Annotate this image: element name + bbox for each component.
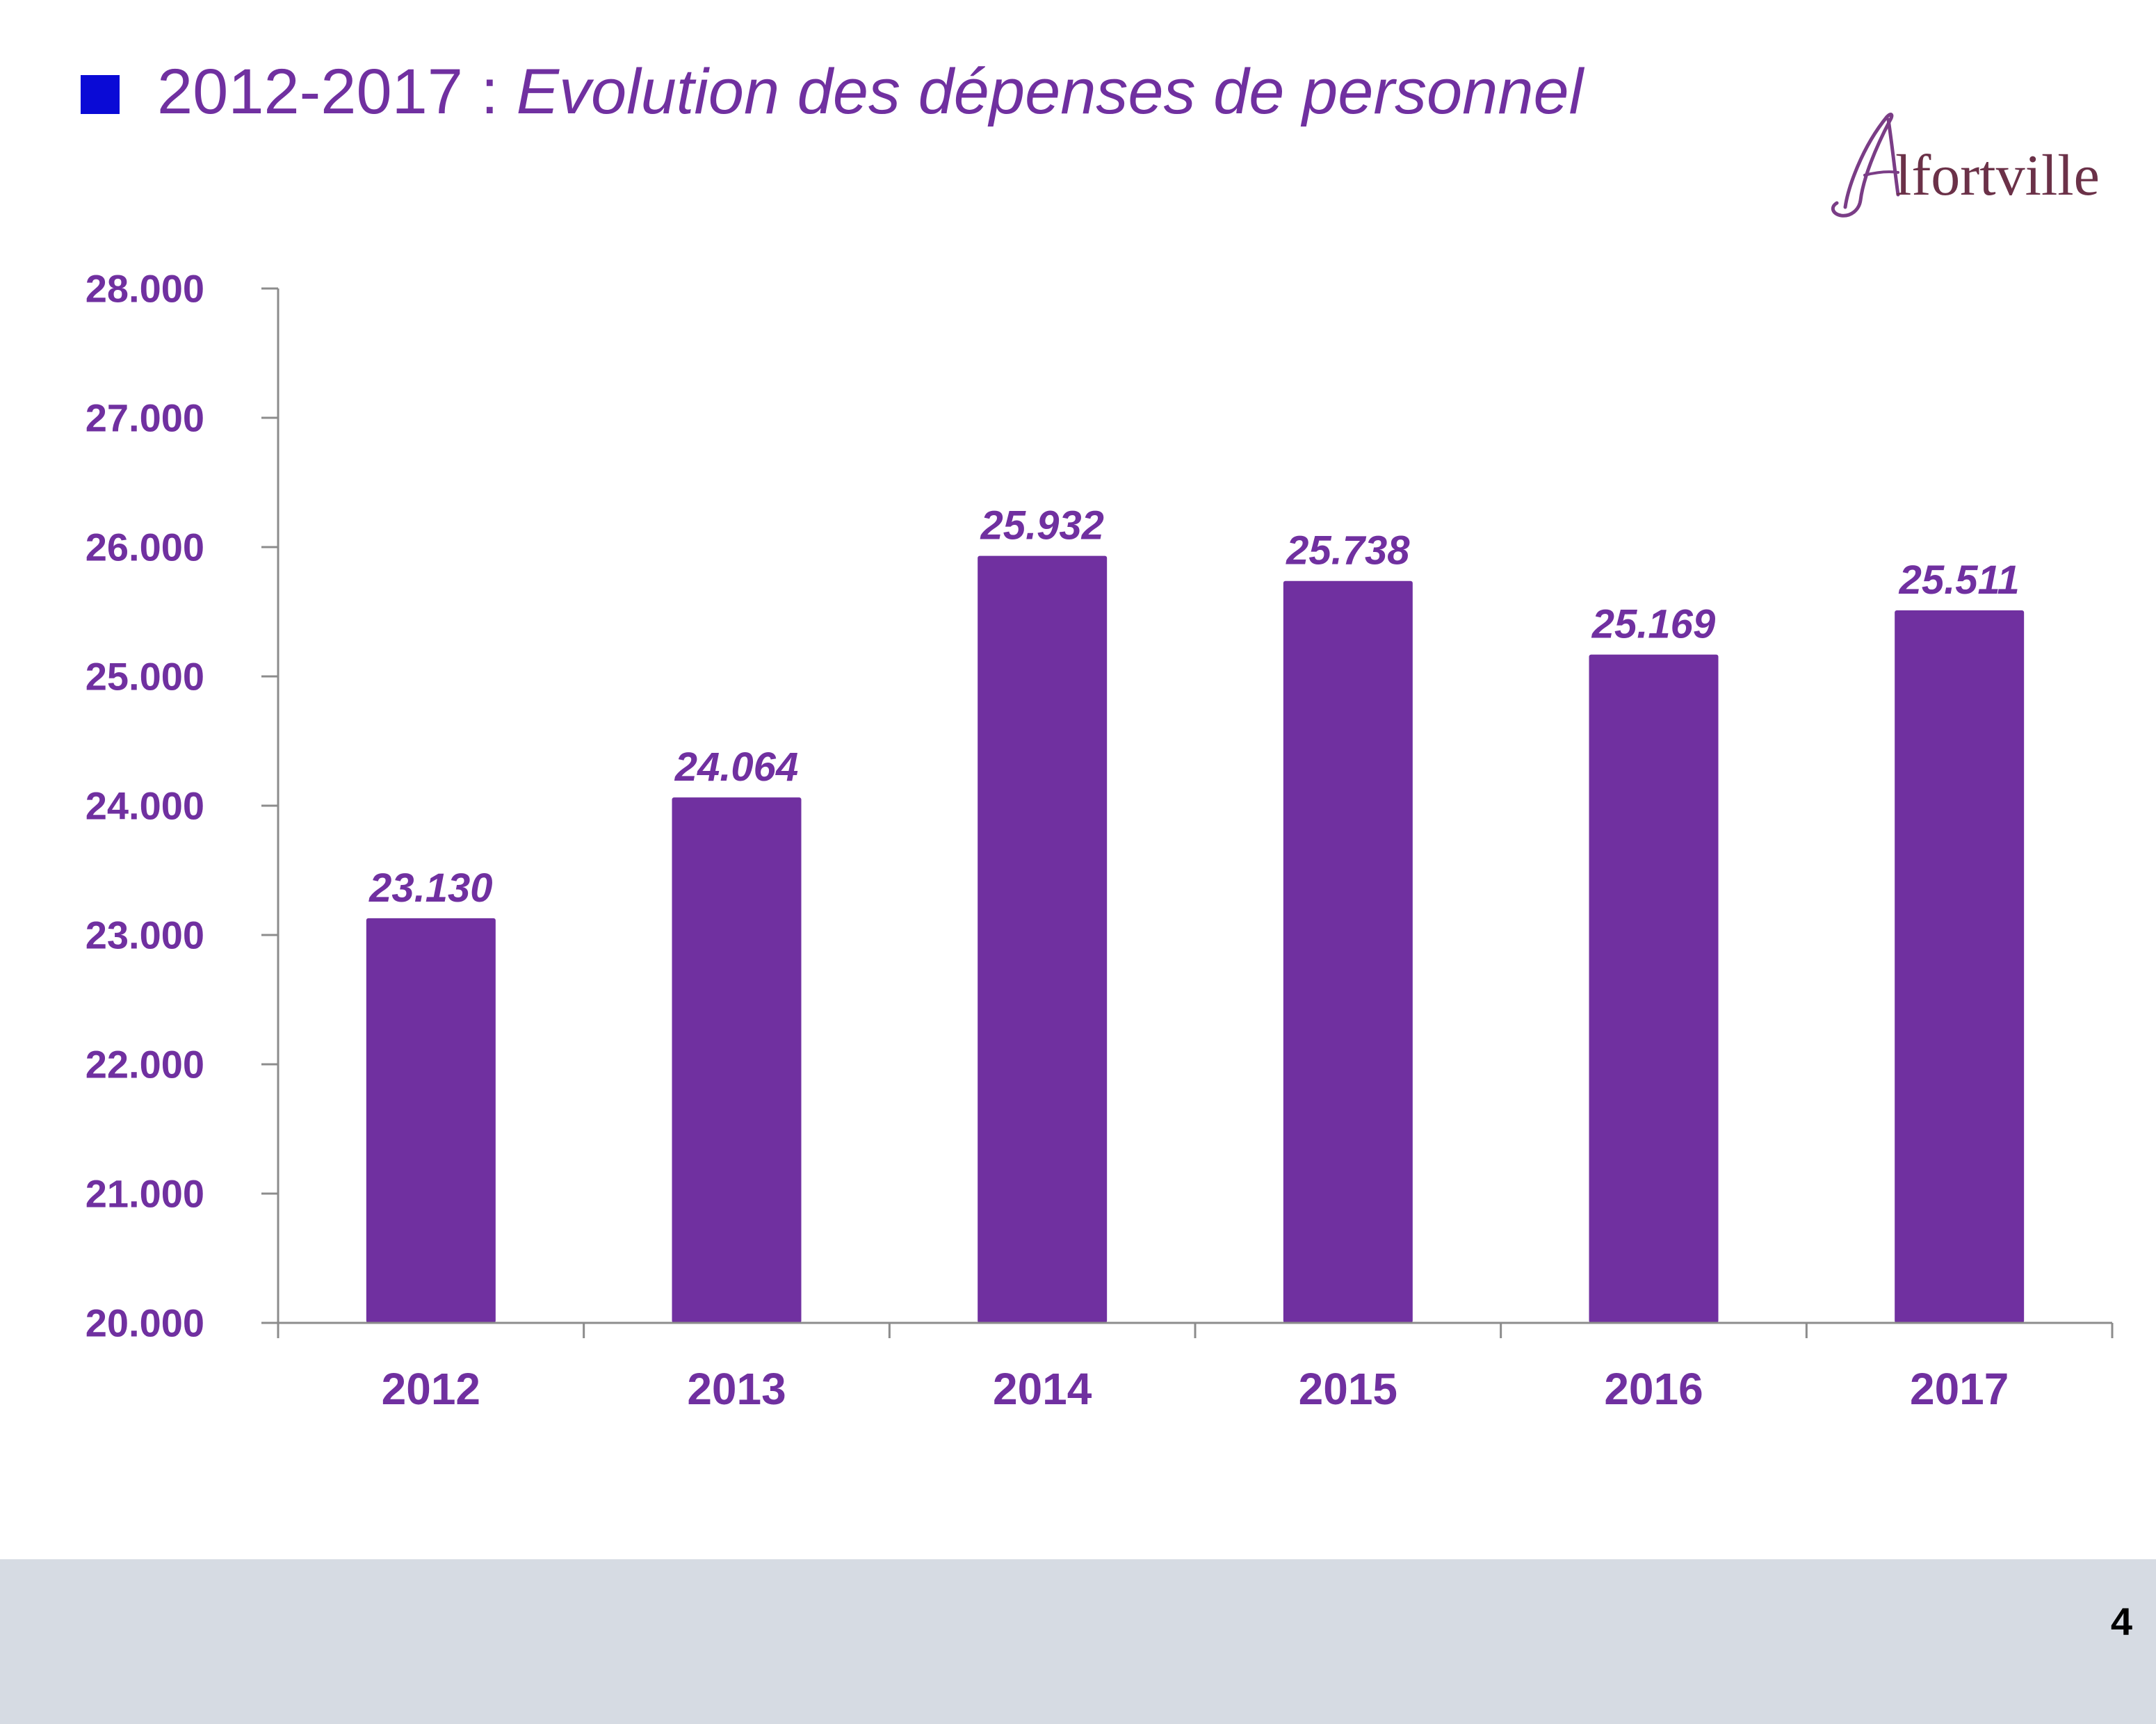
bar-chart: 20.000 21.000 22.000 23.000 24.000 25.000 26.0…: [86, 267, 2114, 1414]
bar-2013: [672, 797, 802, 1323]
x-tick-label-2017: 2017: [1910, 1364, 2009, 1414]
title-prefix: 2012-2017 :: [157, 56, 517, 127]
title-bullet: [81, 75, 120, 114]
y-tick-label: 24.000: [86, 784, 204, 828]
data-label-2017: 25.511: [1899, 558, 2020, 603]
title-emphasis: Evolution des dépenses de personnel: [516, 56, 1584, 127]
alfortville-logo: lfortville: [1831, 113, 2100, 218]
y-tick-label: 26.000: [86, 526, 204, 569]
y-tick-label: 27.000: [86, 396, 204, 440]
x-axis: 2012 2013 2014 2015 2016 2017: [277, 1322, 2114, 1414]
bar-2017: [1895, 610, 2025, 1323]
x-tick-label-2015: 2015: [1299, 1364, 1397, 1414]
data-label-2012: 23.130: [368, 865, 492, 911]
y-tick-label: 25.000: [86, 655, 204, 699]
y-axis: 20.000 21.000 22.000 23.000 24.000 25.000 26.0…: [86, 267, 279, 1345]
data-label-2013: 24.064: [674, 745, 798, 790]
y-tick-label: 20.000: [86, 1301, 204, 1345]
data-label-2016: 25.169: [1591, 602, 1715, 647]
x-tick-label-2012: 2012: [382, 1364, 480, 1414]
bar-2014: [978, 555, 1108, 1324]
y-tick-label: 22.000: [86, 1043, 204, 1087]
bar-2016: [1589, 654, 1719, 1323]
page-number: 4: [2110, 1600, 2132, 1643]
x-tick-label-2016: 2016: [1604, 1364, 1703, 1414]
data-label-2014: 25.932: [980, 503, 1103, 548]
data-label-2015: 25.738: [1286, 528, 1410, 574]
bars: 23.130 24.064 25.932 25.738 25.169 25.511: [366, 503, 2025, 1324]
x-tick-label-2014: 2014: [993, 1364, 1092, 1414]
footer-band: [0, 1559, 2156, 1724]
logo-wordmark: lfortville: [1895, 143, 2100, 208]
x-tick-label-2013: 2013: [687, 1364, 786, 1414]
y-tick-label: 21.000: [86, 1172, 204, 1216]
y-tick-label: 23.000: [86, 913, 204, 957]
bar-2015: [1283, 580, 1413, 1324]
slide-title: 2012-2017 : Evolution des dépenses de pe…: [157, 50, 1583, 133]
bar-2012: [366, 918, 496, 1323]
y-tick-label: 28.000: [86, 267, 204, 311]
